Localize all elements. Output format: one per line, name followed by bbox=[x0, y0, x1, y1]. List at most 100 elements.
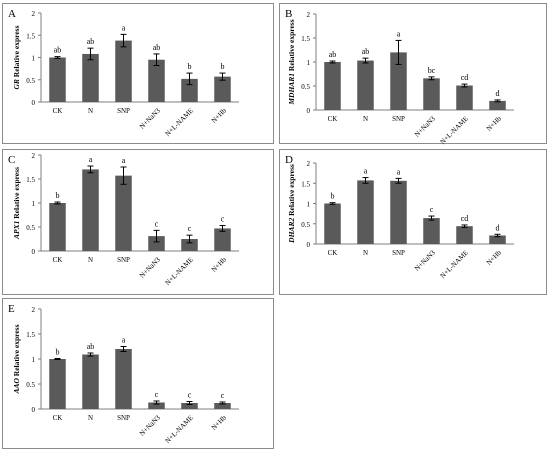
y-tick-label: 2 bbox=[307, 11, 311, 19]
bar bbox=[49, 359, 66, 409]
y-tick-label: 0.5 bbox=[26, 381, 35, 389]
panel-label: D bbox=[285, 154, 293, 166]
y-tick-label: 2 bbox=[307, 160, 311, 168]
significance-letter: ab bbox=[54, 46, 62, 55]
significance-letter: d bbox=[496, 89, 500, 98]
significance-letter: a bbox=[397, 29, 401, 38]
bar bbox=[115, 175, 132, 251]
x-tick-label: CK bbox=[53, 414, 63, 422]
y-axis-label-rest: Relative express bbox=[12, 324, 21, 378]
y-tick-label: 0 bbox=[32, 99, 36, 107]
significance-letter: ab bbox=[87, 342, 95, 351]
bar bbox=[214, 228, 231, 251]
y-tick-label: 0 bbox=[32, 248, 36, 256]
significance-letter: c bbox=[221, 215, 225, 224]
bar bbox=[49, 203, 66, 251]
x-tick-label: N+Hb bbox=[210, 413, 228, 431]
significance-letter: a bbox=[397, 167, 401, 176]
bar bbox=[181, 403, 198, 409]
significance-letter: c bbox=[221, 391, 225, 400]
y-axis-label: APX1 Relative express bbox=[12, 167, 21, 240]
y-axis-label: GR Relative express bbox=[12, 25, 21, 89]
significance-letter: c bbox=[188, 224, 192, 233]
y-axis-label: MDHAR1 Relative express bbox=[287, 19, 296, 105]
panel-label: E bbox=[8, 303, 15, 315]
y-axis-label-rest: Relative express bbox=[12, 25, 21, 79]
bar bbox=[82, 354, 99, 409]
x-tick-label: SNP bbox=[117, 107, 130, 115]
x-tick-label: N bbox=[363, 249, 368, 257]
x-tick-label: N+L-NAME bbox=[164, 414, 195, 445]
significance-letter: bc bbox=[428, 66, 436, 75]
x-tick-label: CK bbox=[328, 115, 338, 123]
x-tick-label: CK bbox=[53, 256, 63, 264]
bar bbox=[148, 236, 165, 251]
bar bbox=[82, 169, 99, 251]
x-tick-label: N bbox=[363, 115, 368, 123]
bar-chart-b: 0 0.5 1 1.5 2 MDHAR1 Relative express ab CK ab Na… bbox=[287, 11, 514, 146]
x-tick-label: SNP bbox=[117, 256, 130, 264]
bar bbox=[82, 53, 99, 102]
bar bbox=[423, 78, 440, 110]
significance-letter: a bbox=[122, 336, 126, 345]
y-tick-label: 0.5 bbox=[301, 221, 310, 229]
y-tick-label: 0.5 bbox=[26, 77, 35, 85]
bar bbox=[390, 52, 407, 110]
y-axis-label-gene: APX1 bbox=[12, 221, 21, 240]
y-tick-label: 1 bbox=[307, 201, 311, 209]
y-axis-label: DHAR2 Relative express bbox=[287, 164, 296, 244]
x-tick-label: SNP bbox=[117, 414, 130, 422]
x-tick-label: N+L-NAME bbox=[439, 249, 470, 280]
significance-letter: ab bbox=[329, 50, 337, 59]
chart-panel-b: B 0 0.5 1 1.5 2 MDHAR1 Relative express ab CK ab… bbox=[279, 3, 547, 146]
significance-letter: a bbox=[122, 156, 126, 165]
bar bbox=[181, 78, 198, 102]
x-tick-label: N+NaN3 bbox=[138, 106, 162, 130]
y-axis-label-rest: Relative express bbox=[12, 167, 21, 221]
significance-letter: c bbox=[430, 205, 434, 214]
bar bbox=[324, 203, 341, 244]
x-tick-label: N+NaN3 bbox=[413, 114, 437, 138]
significance-letter: b bbox=[188, 62, 192, 71]
x-tick-label: N+L-NAME bbox=[439, 115, 470, 146]
x-tick-label: N+Hb bbox=[485, 114, 503, 132]
x-tick-label: N bbox=[88, 256, 93, 264]
bar bbox=[456, 226, 473, 244]
significance-letter: cd bbox=[461, 214, 469, 223]
significance-letter: b bbox=[56, 348, 60, 357]
x-tick-label: N+NaN3 bbox=[138, 413, 162, 437]
x-tick-label: N+L-NAME bbox=[164, 256, 195, 287]
y-axis-label-rest: Relative express bbox=[287, 19, 296, 73]
x-tick-label: N+Hb bbox=[210, 255, 228, 273]
y-axis-label-gene: MDHAR1 bbox=[287, 73, 296, 106]
bar bbox=[357, 60, 374, 110]
y-tick-label: 1.5 bbox=[301, 180, 310, 188]
y-tick-label: 1 bbox=[32, 200, 36, 208]
bar bbox=[214, 403, 231, 409]
x-tick-label: CK bbox=[53, 107, 63, 115]
x-tick-label: N+L-NAME bbox=[164, 107, 195, 138]
significance-letter: c bbox=[155, 219, 159, 228]
x-tick-label: N+Hb bbox=[485, 248, 503, 266]
bar bbox=[456, 85, 473, 110]
significance-letter: ab bbox=[362, 47, 370, 56]
x-tick-label: N bbox=[88, 107, 93, 115]
x-tick-label: CK bbox=[328, 249, 338, 257]
bar-chart-d: 0 0.5 1 1.5 2 DHAR2 Relative express b CK a Na SNP… bbox=[287, 160, 514, 280]
bar bbox=[489, 235, 506, 244]
y-axis-label-rest: Relative express bbox=[287, 164, 296, 218]
y-tick-label: 2 bbox=[32, 306, 36, 314]
bar bbox=[148, 402, 165, 409]
y-tick-label: 0 bbox=[307, 107, 311, 115]
y-axis-label: AAO Relative express bbox=[12, 324, 21, 394]
significance-letter: a bbox=[122, 23, 126, 32]
bar-chart-e: 0 0.5 1 1.5 2 AAO Relative express b CK ab Na SNP c… bbox=[12, 306, 239, 445]
y-tick-label: 1 bbox=[307, 59, 311, 67]
bar bbox=[214, 76, 231, 102]
significance-letter: ab bbox=[153, 43, 161, 52]
significance-letter: b bbox=[56, 191, 60, 200]
